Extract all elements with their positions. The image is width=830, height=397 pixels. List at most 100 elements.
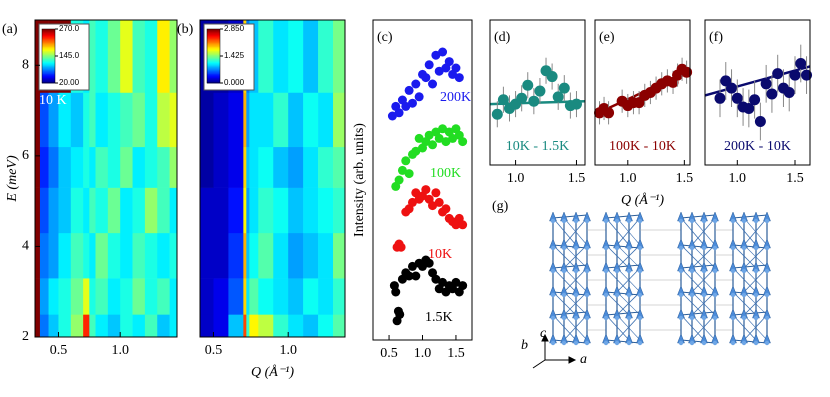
data-point — [448, 133, 458, 143]
bond — [732, 291, 757, 316]
bond — [680, 214, 716, 219]
data-point — [760, 78, 772, 90]
data-point — [404, 271, 414, 281]
colorbar-swatch — [207, 77, 220, 80]
data-point — [731, 92, 743, 104]
heatmap-cell — [228, 232, 244, 279]
heatmap-cell — [249, 92, 259, 148]
colorbar-swatch — [207, 64, 220, 66]
bond — [605, 264, 641, 269]
panel: 10K - 1.5K (d) 1.0 1.5 — [489, 19, 586, 186]
panel-label: (e) — [599, 30, 615, 45]
heatmap-cell — [273, 314, 289, 338]
heatmap-cell — [58, 146, 72, 188]
atom — [730, 218, 736, 224]
atom — [712, 268, 718, 274]
colorbar-swatch — [207, 68, 220, 70]
heatmap-cell — [144, 146, 158, 188]
heatmap-cell — [157, 92, 170, 148]
data-point — [411, 146, 421, 156]
axis-letter: b — [521, 338, 528, 353]
heatmap-cell — [246, 232, 250, 279]
bond — [680, 244, 716, 249]
bond — [680, 314, 705, 341]
colorbar-swatch — [42, 31, 55, 34]
axis-letter: a — [580, 352, 587, 367]
heatmap-cell — [70, 92, 84, 148]
atom — [689, 245, 695, 251]
heatmap-cell — [273, 92, 289, 148]
data-point — [428, 201, 438, 211]
atom — [637, 245, 643, 251]
bond — [743, 267, 768, 293]
atom — [678, 315, 684, 321]
heatmap-cell — [95, 146, 109, 188]
heatmap-cell — [246, 146, 250, 188]
heatmap-cell — [70, 314, 84, 338]
heatmap-cell — [228, 146, 244, 188]
heatmap-cell — [95, 232, 109, 279]
bond — [616, 291, 641, 316]
colorbar-swatch — [42, 49, 55, 51]
data-point — [428, 79, 438, 89]
data-point — [458, 281, 468, 291]
bond — [691, 314, 716, 341]
atom — [550, 340, 556, 346]
heatmap-cell — [48, 146, 59, 188]
heatmap-cell — [120, 278, 133, 315]
frame — [489, 19, 586, 166]
bond — [680, 291, 716, 296]
bond — [680, 264, 716, 269]
frame — [199, 19, 346, 338]
data-point — [497, 94, 509, 106]
atom — [626, 268, 632, 274]
bond — [552, 291, 588, 296]
bond — [605, 244, 630, 269]
heatmap-cell — [58, 314, 72, 338]
atom — [753, 245, 759, 251]
atom — [614, 340, 620, 346]
data-point — [414, 133, 424, 143]
atom — [678, 268, 684, 274]
colorbar-swatch — [42, 68, 55, 70]
atom — [603, 292, 609, 298]
x-tick-label: 0.5 — [50, 343, 68, 358]
heatmap-cell — [95, 314, 109, 338]
atom — [603, 340, 609, 346]
frame — [594, 19, 691, 166]
data-point — [795, 58, 807, 69]
colorbar-swatch — [42, 74, 55, 77]
bond — [680, 339, 716, 344]
atom — [689, 292, 695, 298]
atom — [637, 292, 643, 298]
heatmap-cell — [200, 92, 214, 148]
bond — [732, 214, 768, 219]
data-point — [414, 92, 424, 102]
colorbar-swatch — [207, 73, 220, 76]
data-point — [516, 92, 528, 104]
heatmap-cell — [258, 314, 274, 338]
colorbar-swatch — [207, 62, 220, 65]
colorbar-swatch — [207, 58, 220, 61]
data-point — [424, 130, 434, 140]
atom — [741, 315, 747, 321]
heatmap-cell — [132, 314, 146, 338]
data-point — [749, 94, 761, 106]
atom — [561, 268, 567, 274]
data-point — [438, 47, 448, 57]
atom — [584, 292, 590, 298]
colorbar-swatch — [207, 74, 220, 77]
atom — [678, 245, 684, 251]
colorbar-swatch — [42, 60, 55, 62]
data-point — [451, 277, 461, 287]
heatmap-cell — [35, 232, 41, 279]
atom — [764, 340, 770, 346]
heatmap-cell — [58, 92, 72, 148]
heatmap-cell — [83, 187, 90, 234]
data-point — [603, 107, 615, 119]
heatmap-cell — [249, 232, 259, 279]
data-point — [404, 85, 414, 95]
heatmap-cell — [213, 278, 229, 315]
x-tick-label: 1.0 — [111, 343, 129, 358]
legend-label: 10K — [428, 247, 452, 262]
